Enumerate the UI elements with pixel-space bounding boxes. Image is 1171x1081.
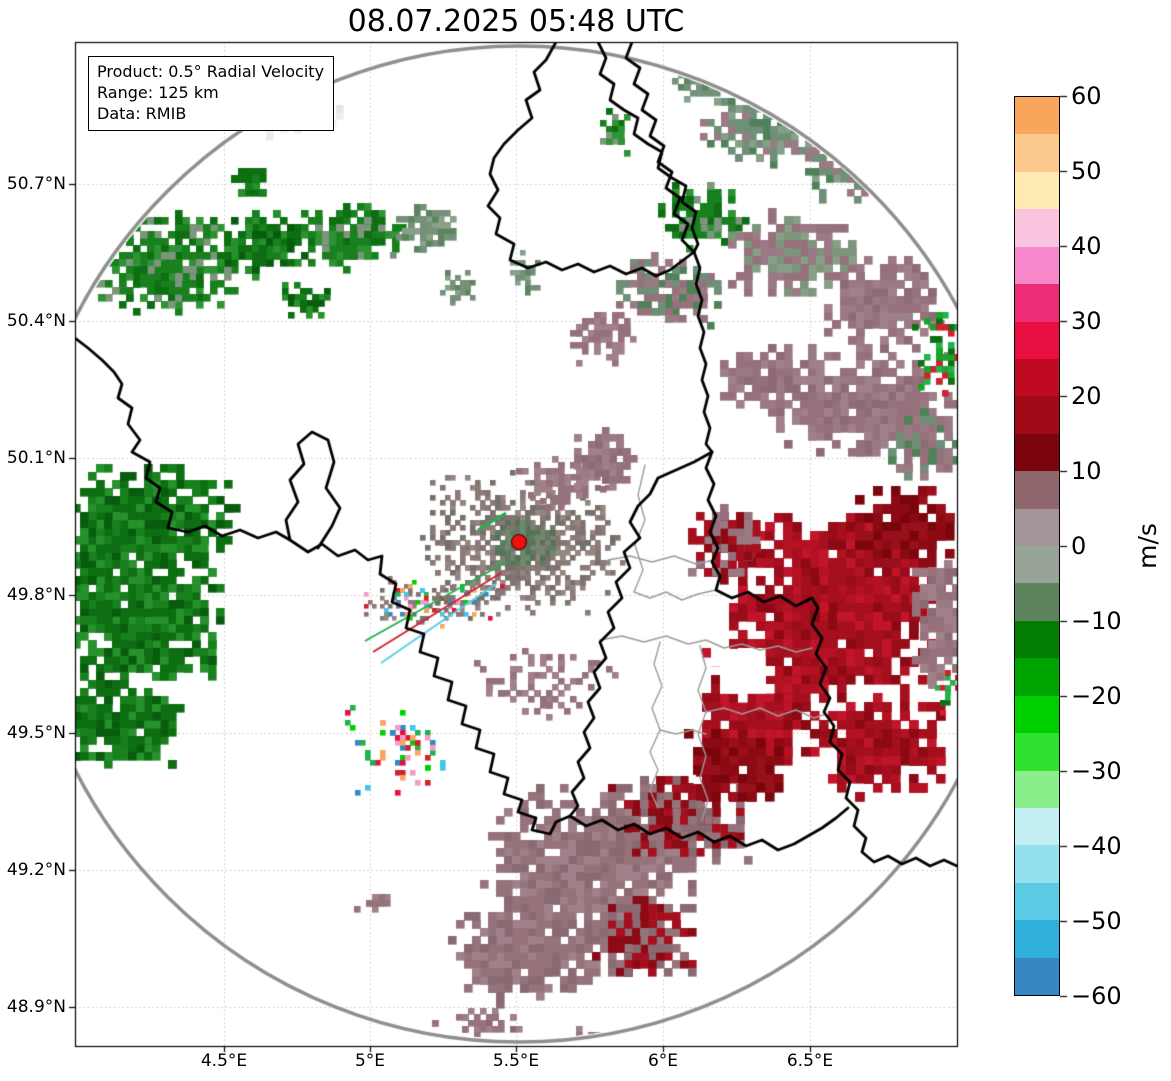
x-axis-tick-label: 5°E	[354, 1051, 386, 1071]
colorbar-tick-label: 40	[1071, 232, 1102, 260]
figure-title: 08.07.2025 05:48 UTC	[347, 4, 685, 39]
colorbar-band	[1015, 396, 1059, 434]
colorbar-band	[1015, 471, 1059, 509]
colorbar-band	[1015, 97, 1059, 135]
colorbar-band	[1015, 171, 1059, 210]
colorbar-tick-label: −30	[1071, 757, 1122, 785]
x-axis-tick-label: 4.5°E	[200, 1051, 248, 1071]
colorbar-tick-label: 60	[1071, 82, 1102, 110]
colorbar-tick-label: 30	[1071, 307, 1102, 335]
product-info-box: Product: 0.5° Radial Velocity Range: 125…	[88, 56, 335, 132]
y-axis-tick-label: 49.5°N	[6, 723, 66, 743]
colorbar	[1014, 96, 1060, 996]
colorbar-band	[1015, 134, 1059, 172]
range-line: Range: 125 km	[97, 83, 219, 103]
x-axis-tick-label: 6.5°E	[786, 1051, 834, 1071]
colorbar-tick-label: −50	[1071, 907, 1122, 935]
colorbar-band	[1015, 658, 1059, 696]
colorbar-tick-label: 20	[1071, 382, 1102, 410]
colorbar-unit-label: m/s	[1132, 523, 1162, 569]
data-source-line: Data: RMIB	[97, 104, 187, 124]
colorbar-band	[1015, 957, 1059, 996]
colorbar-band	[1015, 583, 1059, 621]
colorbar-tick-label: −10	[1071, 607, 1122, 635]
colorbar-band	[1015, 620, 1059, 659]
product-line: Product: 0.5° Radial Velocity	[97, 62, 325, 81]
colorbar-tick-label: 50	[1071, 157, 1102, 185]
y-axis-tick-label: 50.1°N	[6, 448, 66, 468]
colorbar-tick-label: 10	[1071, 457, 1102, 485]
y-axis-tick-label: 50.4°N	[6, 311, 66, 331]
colorbar-band	[1015, 845, 1059, 883]
colorbar-band	[1015, 209, 1059, 247]
colorbar-tick-label: −60	[1071, 982, 1122, 1010]
colorbar-band	[1015, 733, 1059, 771]
colorbar-band	[1015, 433, 1059, 472]
x-axis-tick-label: 6°E	[647, 1051, 679, 1071]
y-axis-tick-label: 50.7°N	[6, 174, 66, 194]
colorbar-tick-label: −40	[1071, 832, 1122, 860]
colorbar-band	[1015, 546, 1059, 584]
colorbar-band	[1015, 358, 1059, 397]
colorbar-band	[1015, 920, 1059, 958]
colorbar-band	[1015, 770, 1059, 809]
y-axis-tick-label: 48.9°N	[6, 997, 66, 1017]
colorbar-band	[1015, 321, 1059, 359]
colorbar-band	[1015, 808, 1059, 846]
x-axis-tick-label: 5.5°E	[492, 1051, 540, 1071]
colorbar-tick-label: 0	[1071, 532, 1087, 560]
y-axis-tick-label: 49.2°N	[6, 860, 66, 880]
colorbar-tick-label: −20	[1071, 682, 1122, 710]
colorbar-band	[1015, 695, 1059, 734]
y-axis-tick-label: 49.8°N	[6, 585, 66, 605]
colorbar-band	[1015, 882, 1059, 921]
colorbar-band	[1015, 508, 1059, 547]
colorbar-band	[1015, 284, 1059, 322]
colorbar-band	[1015, 246, 1059, 285]
